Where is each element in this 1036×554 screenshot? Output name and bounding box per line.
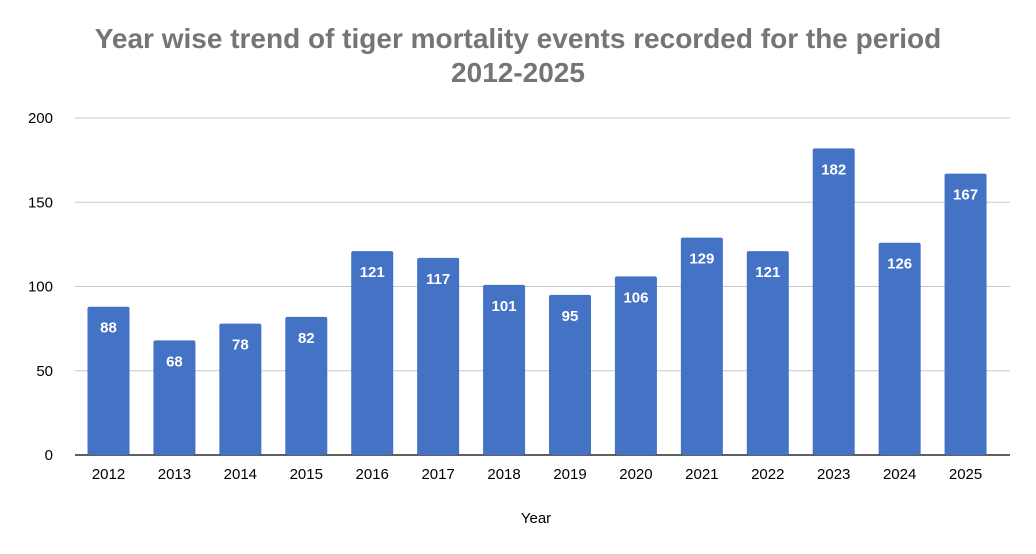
y-tick-label: 0 [45,447,53,464]
x-axis-ticks: 2012 2013 2014 2015 2016 2017 2018 2019 2020 2021… [92,466,982,483]
bar-2013 [153,340,196,455]
y-tick-label: 200 [28,110,53,127]
x-tick-label: 2025 [949,466,982,483]
data-label-2014: 78 [232,337,249,354]
x-tick-label: 2021 [685,466,718,483]
bar-2025 [944,173,987,456]
y-axis-ticks: 0 50 100 150 200 [28,110,53,464]
bars: 88 68 78 82 121 117 101 95 106 129 121 182 126 167 [87,148,987,456]
bar-2020 [614,276,657,455]
y-tick-label: 50 [36,363,53,380]
bar-2023 [812,148,855,455]
x-tick-label: 2022 [751,466,784,483]
x-tick-label: 2013 [158,466,191,483]
bar-2012 [87,306,130,455]
data-label-2025: 167 [953,187,978,204]
data-label-2022: 121 [755,264,780,281]
y-tick-label: 150 [28,194,53,211]
x-tick-label: 2023 [817,466,850,483]
bar-2015 [285,316,328,455]
x-tick-label: 2024 [883,466,916,483]
x-tick-label: 2016 [356,466,389,483]
data-label-2021: 129 [689,251,714,268]
data-label-2012: 88 [100,320,117,337]
chart-title: Year wise trend of tiger mortality event… [0,22,1036,90]
x-tick-label: 2014 [224,466,257,483]
gridlines [75,117,1010,456]
x-tick-label: 2019 [553,466,586,483]
chart-title-line-1: Year wise trend of tiger mortality event… [94,23,942,54]
data-label-2023: 182 [821,161,846,178]
bar-2019 [549,294,591,455]
x-tick-label: 2018 [487,466,520,483]
bar-2024 [878,242,921,455]
bar-2022 [746,251,789,455]
data-label-2015: 82 [298,330,315,347]
bar-2016 [351,251,394,455]
data-label-2024: 126 [887,256,912,273]
data-label-2016: 121 [360,264,385,281]
data-label-2019: 95 [562,308,579,325]
bar-2017 [417,257,460,455]
x-tick-label: 2017 [421,466,454,483]
y-tick-label: 100 [28,279,53,296]
data-label-2013: 68 [166,353,183,370]
x-tick-label: 2015 [290,466,323,483]
bar-2014 [219,323,262,455]
data-label-2018: 101 [492,298,517,315]
bar-2018 [483,284,526,455]
x-axis-label: Year [521,510,551,527]
bar-2021 [680,237,723,455]
x-tick-label: 2012 [92,466,125,483]
chart-title-line-2: 2012-2025 [451,57,585,88]
data-label-2017: 117 [426,271,450,288]
x-tick-label: 2020 [619,466,652,483]
data-label-2020: 106 [623,289,648,306]
